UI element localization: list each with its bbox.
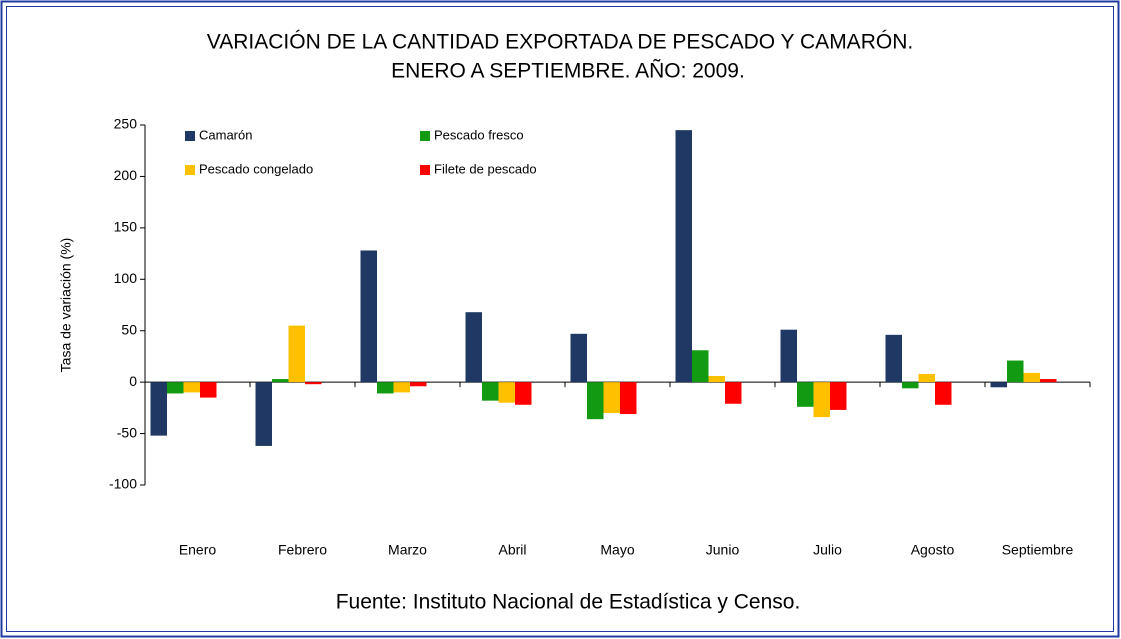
bar bbox=[272, 379, 289, 383]
chart-title: VARIACIÓN DE LA CANTIDAD EXPORTADA DE PE… bbox=[207, 31, 913, 54]
x-tick-label: Mayo bbox=[600, 542, 634, 558]
legend-label: Pescado fresco bbox=[434, 127, 524, 142]
bar bbox=[918, 373, 935, 383]
y-tick-label: 0 bbox=[129, 373, 137, 389]
legend-label: Pescado congelado bbox=[199, 161, 313, 176]
bar bbox=[830, 382, 847, 410]
bar bbox=[393, 382, 410, 393]
legend-swatch bbox=[185, 165, 195, 175]
bar bbox=[465, 312, 482, 383]
bar bbox=[780, 329, 797, 383]
x-tick-label: Abril bbox=[498, 542, 526, 558]
bar bbox=[725, 382, 742, 404]
bar bbox=[797, 382, 814, 407]
x-tick-label: Enero bbox=[179, 542, 217, 558]
source: Fuente: Instituto Nacional de Estadístic… bbox=[336, 591, 801, 614]
bar bbox=[885, 334, 902, 383]
bar bbox=[990, 382, 1007, 388]
x-tick-label: Junio bbox=[706, 542, 740, 558]
bar bbox=[692, 350, 709, 383]
bar bbox=[255, 382, 272, 446]
legend-swatch bbox=[420, 131, 430, 141]
x-tick-label: Agosto bbox=[911, 542, 955, 558]
legend-swatch bbox=[420, 165, 430, 175]
y-tick-label: -100 bbox=[109, 476, 137, 492]
bar bbox=[570, 333, 587, 383]
legend-label: Camarón bbox=[199, 127, 252, 142]
y-tick-label: 50 bbox=[121, 321, 137, 337]
bar bbox=[200, 382, 217, 398]
bar bbox=[288, 325, 305, 383]
bar bbox=[708, 375, 725, 383]
bar bbox=[1040, 379, 1057, 383]
bar bbox=[183, 382, 200, 393]
bar bbox=[360, 250, 377, 383]
y-tick-label: -50 bbox=[117, 424, 137, 440]
bar bbox=[482, 382, 499, 401]
y-tick-label: 250 bbox=[114, 116, 138, 132]
bar bbox=[167, 382, 184, 394]
legend-label: Filete de pescado bbox=[434, 161, 537, 176]
bar bbox=[498, 382, 515, 403]
bar bbox=[1023, 372, 1040, 383]
bar bbox=[587, 382, 604, 420]
y-tick-label: 100 bbox=[114, 270, 138, 286]
y-axis-label: Tasa de variación (%) bbox=[58, 238, 74, 373]
bar bbox=[813, 382, 830, 418]
x-tick-label: Marzo bbox=[388, 542, 427, 558]
x-tick-label: Septiembre bbox=[1002, 542, 1074, 558]
bar bbox=[410, 382, 427, 387]
legend-swatch bbox=[185, 131, 195, 141]
bar bbox=[1007, 360, 1024, 383]
y-tick-label: 200 bbox=[114, 167, 138, 183]
bar bbox=[377, 382, 394, 394]
bar bbox=[675, 130, 692, 383]
bar bbox=[620, 382, 637, 415]
x-tick-label: Febrero bbox=[278, 542, 327, 558]
bar bbox=[150, 382, 167, 436]
bar bbox=[902, 382, 919, 389]
bar bbox=[935, 382, 952, 405]
frame-inner bbox=[6, 6, 1114, 632]
x-tick-label: Julio bbox=[813, 542, 842, 558]
chart-subtitle: ENERO A SEPTIEMBRE. AÑO: 2009. bbox=[391, 59, 745, 83]
bar bbox=[305, 382, 322, 385]
y-tick-label: 150 bbox=[114, 219, 138, 235]
bar bbox=[603, 382, 620, 413]
bar bbox=[515, 382, 532, 405]
